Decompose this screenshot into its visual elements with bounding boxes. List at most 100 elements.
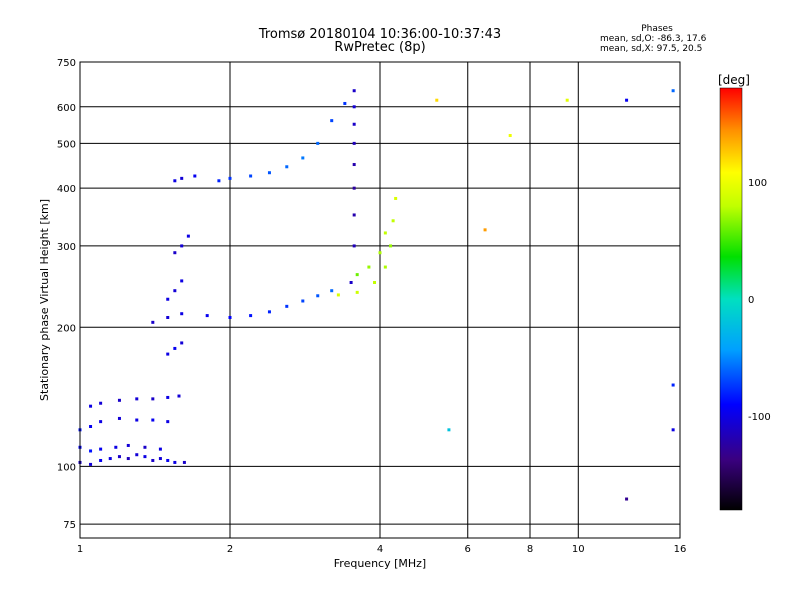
data-point	[671, 89, 675, 93]
data-point	[389, 244, 393, 248]
data-point	[217, 179, 221, 183]
data-point	[228, 315, 232, 319]
data-point	[158, 447, 162, 451]
colorbar-label: [deg]	[718, 73, 750, 87]
y-axis-ticks: 75 100 200 300 400 500 600 750	[57, 58, 76, 531]
data-point	[108, 457, 112, 461]
y-tick-label: 400	[57, 184, 76, 195]
data-point	[173, 346, 177, 350]
data-point	[126, 443, 130, 447]
x-tick-label: 4	[377, 544, 383, 555]
y-tick-label: 750	[57, 58, 76, 69]
data-point	[117, 398, 121, 402]
y-axis-label: Stationary phase Virtual Height [km]	[38, 199, 51, 401]
colorbar-tick-label: -100	[748, 412, 771, 423]
data-point	[135, 397, 139, 401]
y-tick-label: 500	[57, 139, 76, 150]
data-point	[343, 101, 347, 105]
data-point	[352, 105, 356, 109]
data-point	[483, 228, 487, 232]
data-point	[151, 320, 155, 324]
data-point	[186, 234, 190, 238]
data-point	[177, 394, 181, 398]
data-point	[99, 458, 103, 462]
data-point	[182, 460, 186, 464]
data-point	[508, 134, 512, 138]
stats-x-mode: mean, sd,X: 97.5, 20.5	[600, 44, 703, 54]
y-tick-label: 300	[57, 242, 76, 253]
stats-heading: Phases	[641, 24, 673, 34]
data-point	[267, 310, 271, 314]
data-point	[352, 213, 356, 217]
data-point	[435, 98, 439, 102]
data-point	[117, 416, 121, 420]
data-point	[151, 458, 155, 462]
data-point	[166, 352, 170, 356]
data-point	[180, 244, 184, 248]
data-point	[565, 98, 569, 102]
x-tick-label: 2	[227, 544, 233, 555]
data-point	[671, 428, 675, 432]
data-point	[671, 383, 675, 387]
data-point	[193, 174, 197, 178]
data-point	[166, 395, 170, 399]
data-point	[355, 273, 359, 277]
y-tick-label: 200	[57, 323, 76, 334]
x-axis-label: Frequency [MHz]	[334, 557, 426, 570]
data-point	[135, 418, 139, 422]
data-point	[180, 341, 184, 345]
data-point	[301, 156, 305, 160]
data-point	[352, 141, 356, 145]
data-point	[352, 122, 356, 126]
data-point	[625, 98, 629, 102]
data-point	[89, 404, 93, 408]
data-point	[173, 251, 177, 255]
data-point	[383, 231, 387, 235]
data-point	[355, 290, 359, 294]
colorbar-gradient	[719, 87, 743, 511]
colorbar-tick-label: 0	[748, 295, 754, 306]
data-point	[166, 315, 170, 319]
data-point	[330, 289, 334, 293]
data-point	[89, 462, 93, 466]
data-point	[367, 265, 371, 269]
data-point	[249, 174, 253, 178]
data-point	[180, 176, 184, 180]
x-tick-label: 8	[527, 544, 533, 555]
data-point	[447, 428, 451, 432]
x-tick-label: 10	[572, 544, 585, 555]
data-point	[158, 457, 162, 461]
data-point	[336, 293, 340, 297]
x-tick-label: 1	[77, 544, 83, 555]
x-tick-label: 16	[674, 544, 687, 555]
colorbar-tick-label: 100	[748, 178, 767, 189]
data-point	[352, 244, 356, 248]
data-point	[166, 458, 170, 462]
chart-subtitle: RwPretec (8p)	[334, 40, 426, 55]
data-point	[228, 176, 232, 180]
colorbar: [deg] 100 0 -100	[718, 73, 771, 511]
data-point	[99, 420, 103, 424]
grid-lines	[79, 61, 681, 538]
data-point	[352, 89, 356, 93]
data-point	[117, 455, 121, 459]
y-tick-label: 75	[63, 520, 76, 531]
y-tick-label: 600	[57, 103, 76, 114]
data-point	[151, 397, 155, 401]
colorbar-ticks: 100 0 -100	[748, 178, 771, 423]
data-point	[143, 455, 147, 459]
data-point	[173, 289, 177, 293]
data-point	[166, 297, 170, 301]
data-point	[285, 165, 289, 169]
data-point	[316, 141, 320, 145]
x-axis-ticks: 1 2 4 6 8 10 16	[77, 544, 687, 555]
data-point	[180, 279, 184, 283]
data-point	[383, 265, 387, 269]
y-tick-label: 100	[57, 462, 76, 473]
data-point	[352, 163, 356, 167]
data-point	[301, 299, 305, 303]
data-point	[99, 447, 103, 451]
data-point	[394, 196, 398, 200]
stats-o-mode: mean, sd,O: -86.3, 17.6	[600, 34, 707, 44]
